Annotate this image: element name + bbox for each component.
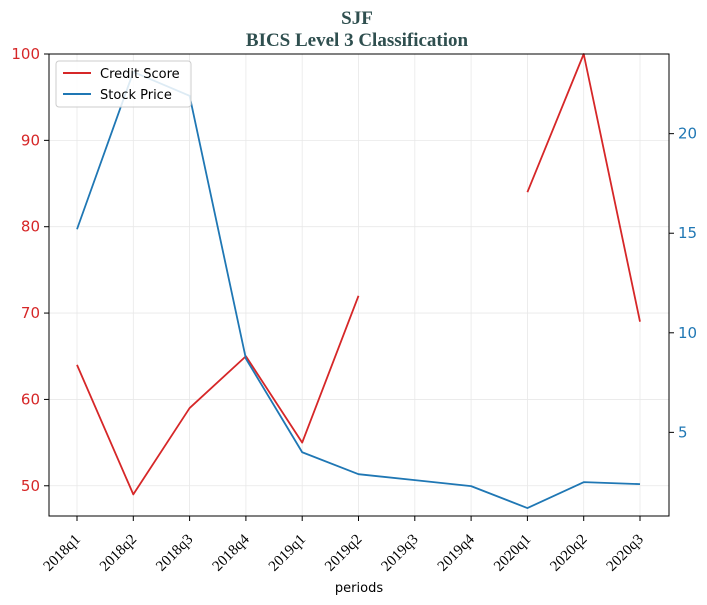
plot-frame [48, 53, 670, 517]
right-tick-label: 5 [678, 423, 688, 441]
left-tick-label: 60 [21, 390, 40, 408]
x-tick-label: 2020q1 [491, 532, 534, 575]
left-tick-label: 80 [21, 218, 40, 236]
left-axis: 50 60 70 80 90 100 [11, 45, 49, 495]
x-tick-label: 2019q4 [435, 531, 478, 574]
x-tick-label: 2018q2 [97, 532, 140, 575]
x-tick-label: 2018q3 [153, 532, 196, 575]
right-tick-label: 15 [678, 224, 697, 242]
legend: Credit Score Stock Price [55, 60, 192, 108]
right-tick-label: 10 [678, 324, 697, 342]
right-axis: 5 10 15 20 [669, 125, 697, 441]
x-tick-label: 2019q2 [322, 532, 365, 575]
x-tick-label: 2019q1 [266, 532, 309, 575]
left-tick-label: 50 [21, 477, 40, 495]
x-tick-label: 2018q1 [41, 532, 84, 575]
x-tick-label: 2020q3 [604, 532, 647, 575]
x-tick-label: 2019q3 [378, 532, 421, 575]
x-tick-label: 2020q2 [547, 532, 590, 575]
legend-label-stock-price: Stock Price [100, 88, 172, 103]
legend-label-credit-score: Credit Score [100, 67, 180, 82]
x-axis-label: periods [335, 581, 383, 596]
right-tick-label: 20 [678, 125, 697, 143]
left-tick-label: 90 [21, 131, 40, 149]
chart-subtitle: BICS Level 3 Classification [246, 30, 469, 51]
grid [49, 53, 669, 516]
left-tick-label: 100 [11, 45, 40, 63]
x-tick-label: 2018q4 [210, 531, 253, 574]
series-line-credit-score [76, 295, 360, 496]
left-tick-label: 70 [21, 304, 40, 322]
chart-title: SJF [341, 8, 373, 29]
x-axis: 2018q1 2018q2 2018q3 2018q4 2019q1 2019q2 2019… [41, 516, 647, 575]
